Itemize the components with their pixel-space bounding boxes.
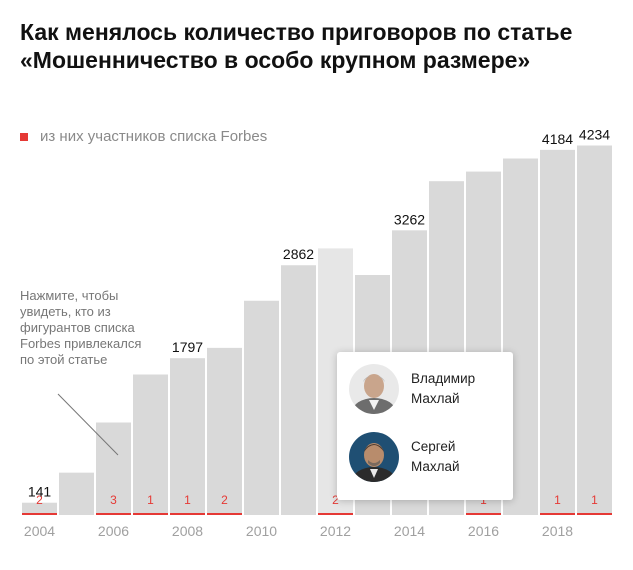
value-label-2019: 4234 [579, 126, 610, 142]
x-tick-2008: 2008 [172, 523, 203, 539]
forbes-bar-2016 [466, 513, 501, 515]
person-photo-avatar [349, 364, 399, 414]
value-label-2014: 3262 [394, 211, 425, 227]
forbes-bar-2018 [540, 513, 575, 515]
forbes-label-2007: 1 [147, 493, 154, 507]
bar-2018[interactable] [540, 149, 575, 516]
bar-2004[interactable] [22, 502, 57, 515]
forbes-bar-2019 [577, 513, 612, 515]
forbes-bar-2006 [96, 513, 131, 515]
forbes-label-2012: 2 [332, 493, 339, 507]
x-tick-2014: 2014 [394, 523, 425, 539]
bar-2011[interactable] [281, 265, 316, 515]
forbes-bar-2009 [207, 513, 242, 515]
legend: из них участников списка Forbes [20, 128, 267, 145]
forbes-label-2008: 1 [184, 493, 191, 507]
legend-label: из них участников списка Forbes [40, 128, 268, 145]
bar-2008[interactable] [170, 358, 205, 515]
bar-2019[interactable] [577, 145, 612, 515]
annotation-line: Нажмите, чтобы [20, 288, 119, 303]
value-label-2018: 4184 [542, 131, 573, 147]
annotation-line: фигурантов списка [20, 320, 135, 335]
forbes-label-2018: 1 [554, 493, 561, 507]
forbes-bar-2007 [133, 513, 168, 515]
value-label-2004: 141 [28, 484, 52, 500]
bar-2009[interactable] [207, 347, 242, 515]
chart-title-line-1: Как менялось количество приговоров по ст… [20, 19, 573, 45]
forbes-label-2019: 1 [591, 493, 598, 507]
popup-person-1[interactable]: Владимир Махлай [349, 364, 475, 414]
value-label-2008: 1797 [172, 339, 203, 355]
person-name: Владимир Махлай [411, 369, 475, 409]
forbes-label-2006: 3 [110, 493, 117, 507]
bar-2007[interactable] [133, 374, 168, 515]
forbes-bar-2012 [318, 513, 353, 515]
forbes-label-2009: 2 [221, 493, 228, 507]
x-tick-2010: 2010 [246, 523, 277, 539]
x-tick-2006: 2006 [98, 523, 129, 539]
x-tick-2012: 2012 [320, 523, 351, 539]
bar-2010[interactable] [244, 300, 279, 515]
value-label-2011: 2862 [283, 246, 314, 262]
annotation-pointer-line [57, 393, 119, 456]
forbes-label-2004: 2 [36, 493, 43, 507]
bar-2005[interactable] [59, 472, 94, 515]
annotation-text: Нажмите, чтобы увидеть, кто из фигуранто… [20, 288, 170, 368]
chart-title: Как менялось количество приговоров по ст… [20, 18, 620, 74]
person-first-name: Сергей [411, 439, 456, 454]
x-tick-2016: 2016 [468, 523, 499, 539]
person-last-name: Махлай [411, 459, 460, 474]
forbes-popup: Владимир Махлай Сергей Махлай [337, 352, 513, 500]
forbes-bar-2008 [170, 513, 205, 515]
x-tick-2004: 2004 [24, 523, 55, 539]
chart-title-line-2: «Мошенничество в особо крупном размере» [20, 47, 531, 73]
forbes-label-2016: 1 [480, 493, 487, 507]
annotation-line: увидеть, кто из [20, 304, 111, 319]
popup-person-2[interactable]: Сергей Махлай [349, 432, 460, 482]
person-photo-avatar [349, 432, 399, 482]
person-first-name: Владимир [411, 371, 476, 386]
forbes-bar-2004 [22, 513, 57, 515]
x-tick-2018: 2018 [542, 523, 573, 539]
annotation-line: по этой статье [20, 352, 108, 367]
annotation-line: Forbes привлекался [20, 336, 142, 351]
person-last-name: Махлай [411, 391, 460, 406]
person-name: Сергей Махлай [411, 437, 460, 477]
legend-swatch [20, 132, 28, 141]
